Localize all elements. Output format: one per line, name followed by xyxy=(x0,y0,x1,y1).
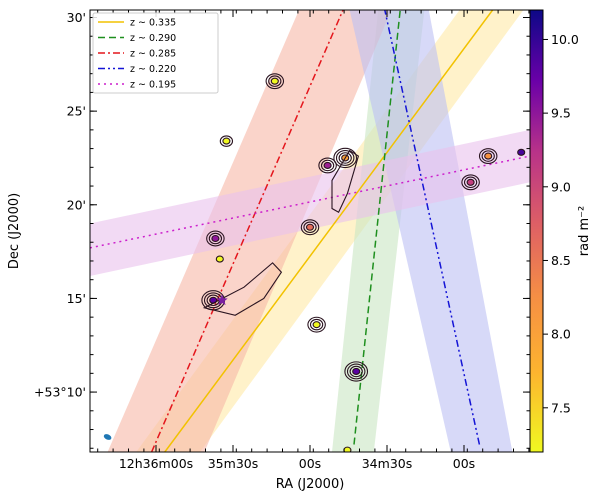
source-6-contour xyxy=(333,147,358,169)
source-7-contour xyxy=(300,219,320,236)
legend-label-4: z ~ 0.220 xyxy=(130,64,176,75)
x-axis-title: RA (J2000) xyxy=(276,477,345,492)
star-marker xyxy=(216,294,228,306)
source-13-rm xyxy=(344,446,351,452)
source-11-contour xyxy=(309,318,324,331)
source-14-contour xyxy=(517,148,526,156)
y-axis: 30' 25' 20' 15' +53°10' xyxy=(34,10,530,449)
source-8-rm xyxy=(212,235,219,242)
colorbar-tick-label: 8.5 xyxy=(551,253,571,268)
redshift-bands xyxy=(90,10,530,452)
x-tick-label: 12h36m00s xyxy=(119,456,193,471)
source-12-contour xyxy=(344,361,369,382)
source-7-rm xyxy=(306,224,314,231)
source-11-contour xyxy=(312,321,321,329)
source-2-contour xyxy=(463,176,478,189)
y-tick-label: 30' xyxy=(67,10,86,25)
source-11-contour xyxy=(307,316,326,333)
source-2-rm xyxy=(467,179,474,186)
series-line-1 xyxy=(164,10,494,452)
source-5-contour xyxy=(318,157,337,174)
y-tick-label: 25' xyxy=(67,104,86,119)
x-tick-label: 35m30s xyxy=(208,456,259,471)
radio-contours xyxy=(103,73,526,452)
source-6-contour xyxy=(335,150,355,166)
source-10-rm xyxy=(216,255,223,263)
band-5 xyxy=(90,129,530,276)
source-3-contour xyxy=(268,75,282,87)
legend-label-1: z ~ 0.335 xyxy=(130,18,176,29)
legend-box xyxy=(92,12,219,94)
source-6-contour xyxy=(338,152,352,164)
colorbar-tick-label: 10.0 xyxy=(551,32,579,47)
extended-contour-b xyxy=(331,149,360,214)
colorbar-tick-label: 8.0 xyxy=(551,327,571,342)
x-tick-label: 00s xyxy=(299,456,321,471)
series-line-2 xyxy=(353,10,401,445)
legend-label-5: z ~ 0.195 xyxy=(130,80,176,91)
legend-label-2: z ~ 0.290 xyxy=(130,33,176,44)
extended-contour-a xyxy=(202,262,283,316)
series-line-3 xyxy=(150,10,344,452)
source-8-contour xyxy=(208,232,223,245)
source-1-rm xyxy=(485,152,492,160)
source-4-rm xyxy=(223,137,230,145)
colorbar-ticks: 7.5 8.0 8.5 9.0 9.5 10.0 xyxy=(543,32,579,415)
series-line-4 xyxy=(384,10,481,445)
x-axis: 12h36m00s 35m30s 00s 34m30s 00s xyxy=(97,10,530,471)
source-7-contour xyxy=(303,221,317,234)
redshift-lines xyxy=(90,10,530,452)
legend: z ~ 0.335 z ~ 0.290 z ~ 0.285 z ~ 0.220 z ~ … xyxy=(92,12,219,94)
colorbar-tick-label: 9.5 xyxy=(551,106,571,121)
source-10-contour xyxy=(215,255,224,263)
source-12-contour xyxy=(352,367,361,376)
source-8-contour xyxy=(211,234,220,243)
source-2-contour xyxy=(461,174,480,191)
source-11-rm xyxy=(313,321,320,328)
colorbar-label: rad m⁻² xyxy=(577,206,592,256)
colorbar xyxy=(529,9,544,453)
colorbar-tick-label: 9.0 xyxy=(551,179,571,194)
colorbar-tick-label: 7.5 xyxy=(551,400,571,415)
source-4-contour xyxy=(222,137,231,145)
source-14-rm xyxy=(518,149,525,156)
source-5-rm xyxy=(324,162,331,169)
source-7-contour xyxy=(305,223,315,231)
source-3-rm xyxy=(271,77,278,85)
source-1-contour xyxy=(478,148,498,165)
source-6-contour xyxy=(341,154,350,162)
markers xyxy=(216,294,228,306)
source-1-contour xyxy=(484,152,493,160)
legend-label-3: z ~ 0.285 xyxy=(130,49,176,60)
source-2-contour xyxy=(466,178,475,186)
source-8-contour xyxy=(206,230,225,247)
source-1-contour xyxy=(481,150,495,162)
source-3-contour xyxy=(270,77,279,85)
y-tick-label: 20' xyxy=(67,197,86,212)
source-12-contour xyxy=(349,365,363,378)
y-tick-label: +53°10' xyxy=(34,385,86,400)
source-5-contour xyxy=(323,161,332,169)
x-tick-label: 34m30s xyxy=(362,456,413,471)
source-5-contour xyxy=(320,159,335,172)
source-12-rm xyxy=(353,368,360,375)
source-12-contour xyxy=(346,363,366,380)
y-tick-label: 15' xyxy=(67,291,86,306)
y-axis-title: Dec (J2000) xyxy=(7,193,22,269)
source-4-contour xyxy=(219,135,234,147)
x-tick-label: 00s xyxy=(453,456,475,471)
beam-ellipse xyxy=(103,434,112,440)
band-4 xyxy=(349,10,513,452)
source-3-contour xyxy=(265,73,285,90)
